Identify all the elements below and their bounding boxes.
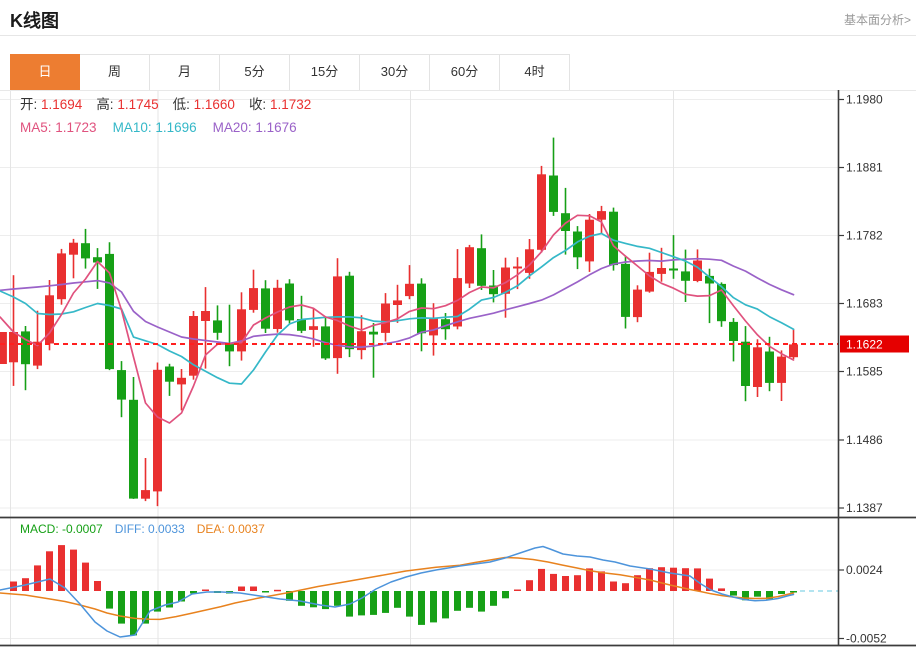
svg-text:1.1387: 1.1387 (846, 501, 883, 515)
svg-text:1.1486: 1.1486 (846, 433, 883, 447)
svg-text:1.1585: 1.1585 (846, 365, 883, 379)
svg-text:0.0024: 0.0024 (846, 563, 883, 577)
svg-text:-0.0052: -0.0052 (846, 632, 887, 646)
svg-text:1.1881: 1.1881 (846, 161, 883, 175)
svg-text:1.1980: 1.1980 (846, 93, 883, 107)
svg-text:1.1782: 1.1782 (846, 229, 883, 243)
svg-text:1.1683: 1.1683 (846, 297, 883, 311)
svg-text:1.1622: 1.1622 (846, 338, 883, 352)
